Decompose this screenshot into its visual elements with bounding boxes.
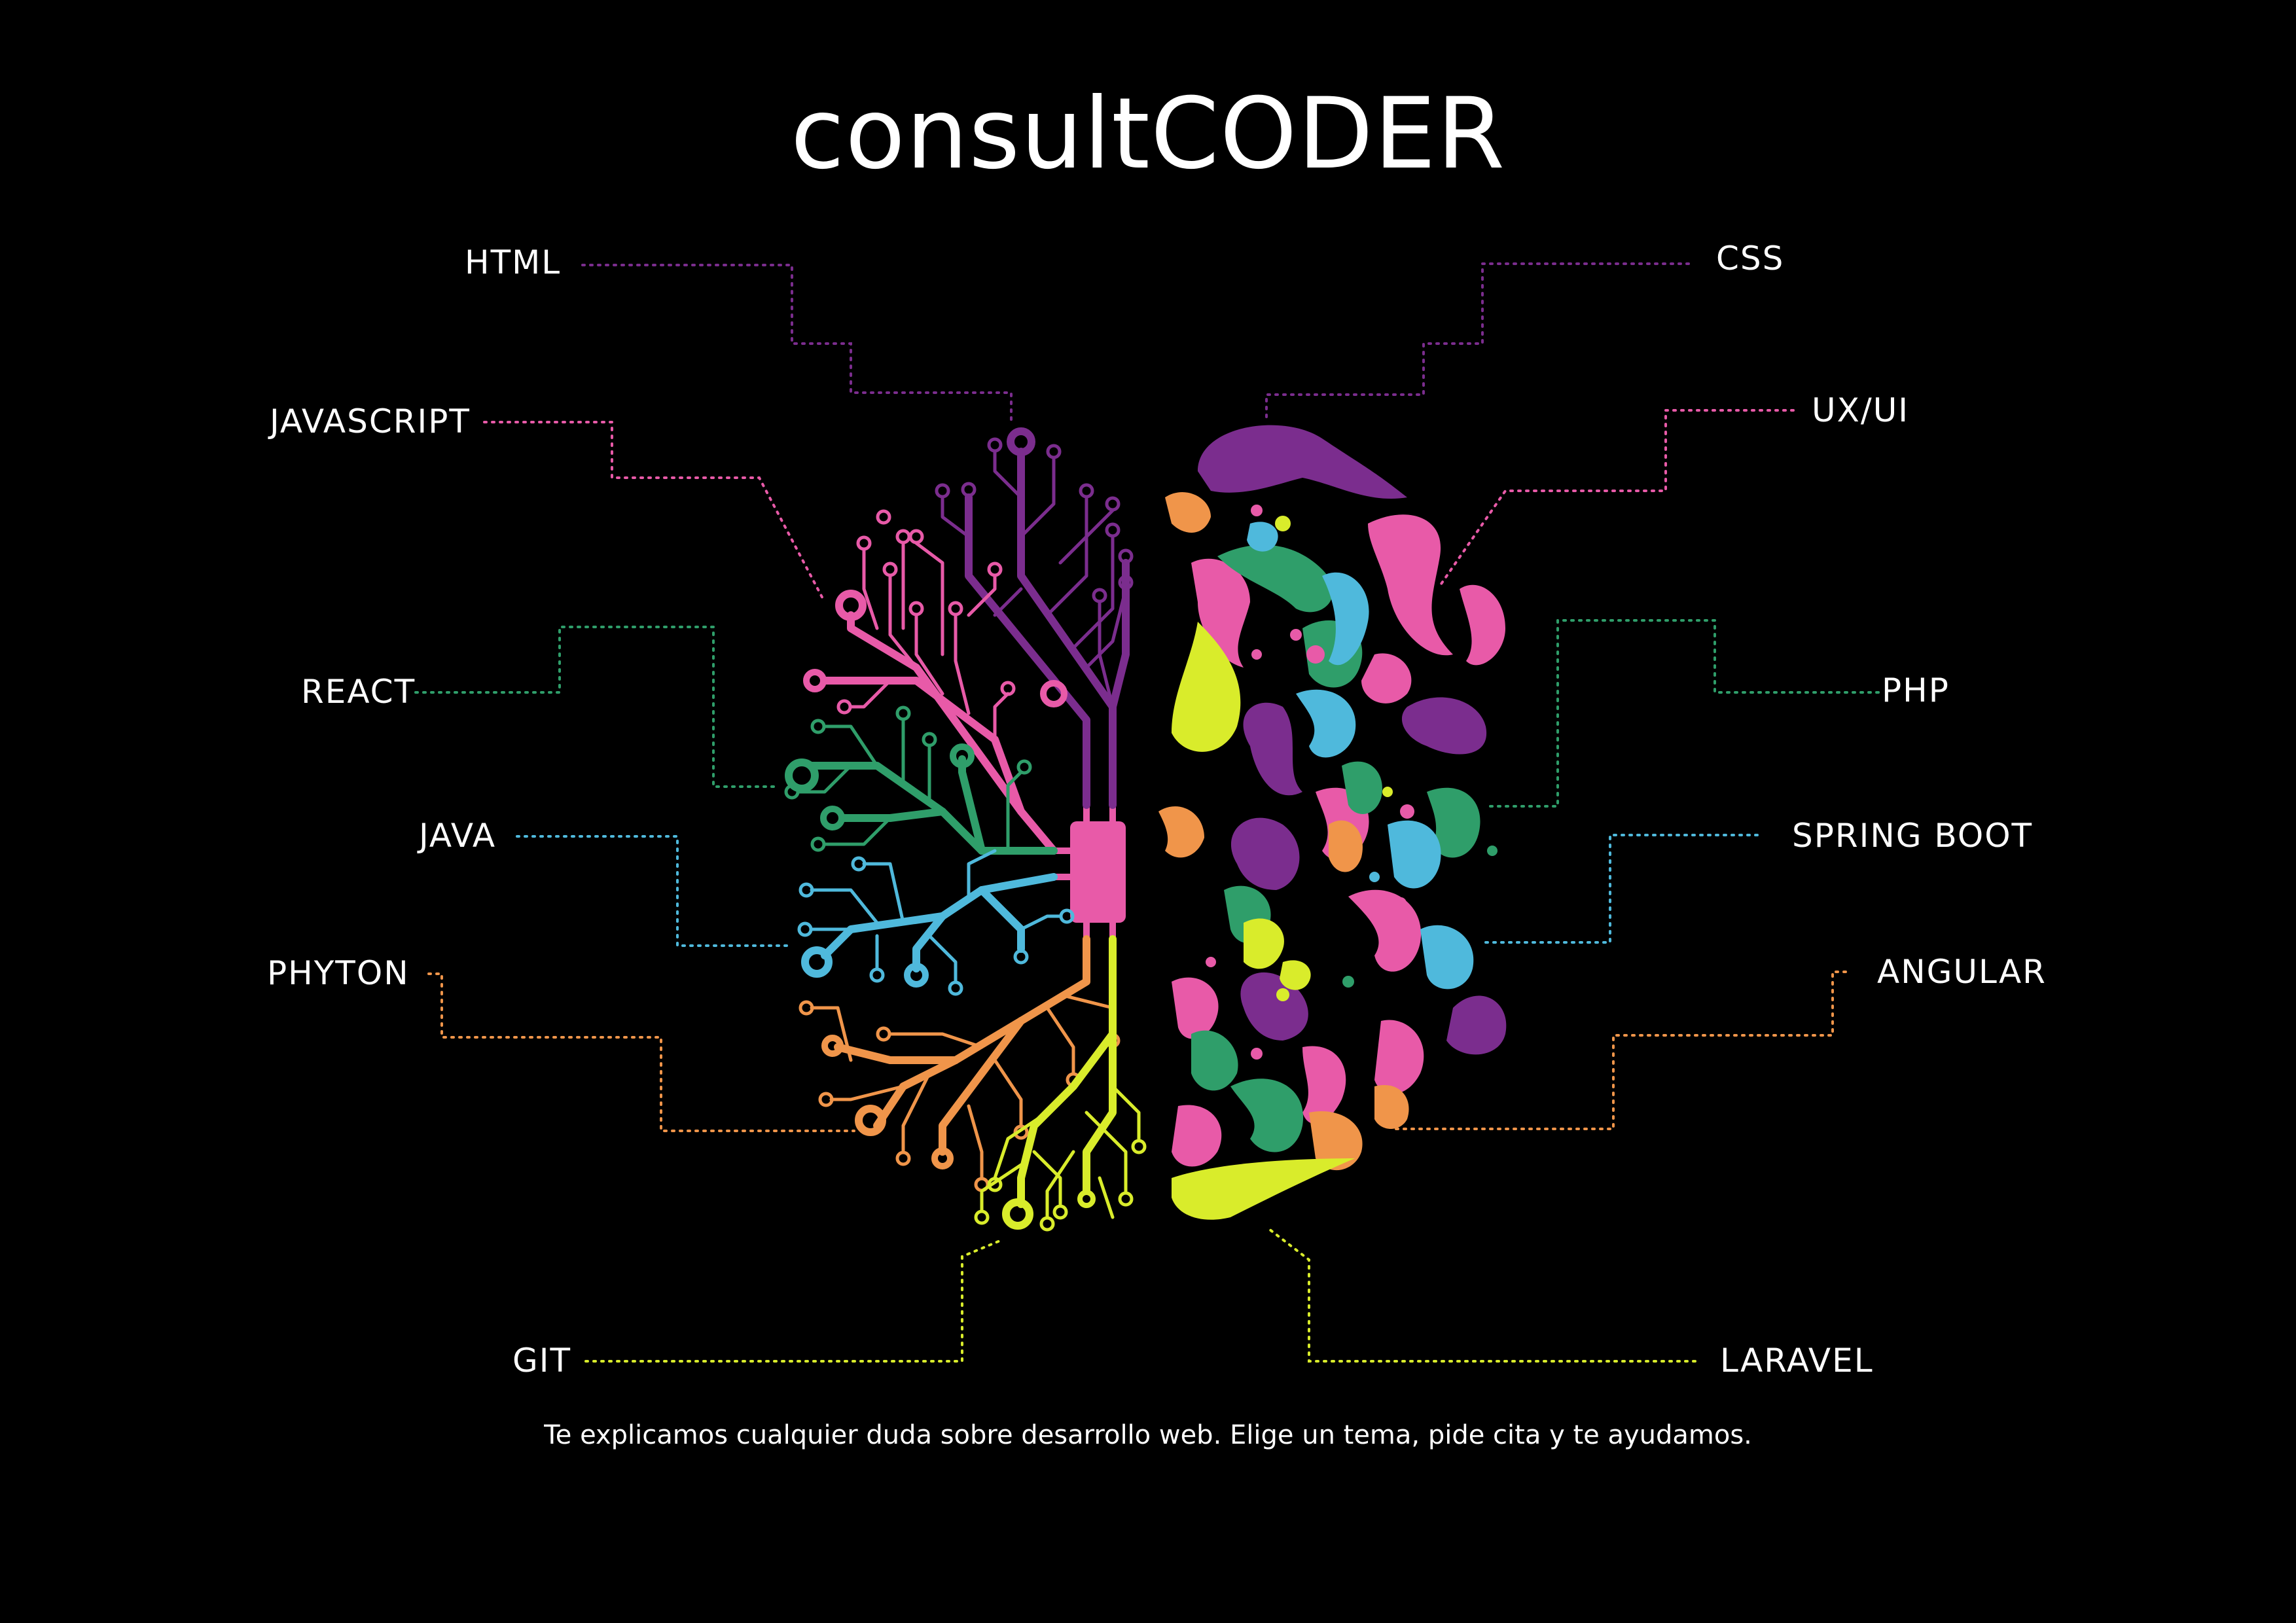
title-upper: CODER bbox=[1150, 77, 1506, 191]
topic-javascript[interactable]: JAVASCRIPT bbox=[270, 402, 471, 440]
connector-lines bbox=[414, 262, 1880, 1363]
connector-uxui bbox=[1439, 409, 1795, 587]
connector-javascript bbox=[483, 421, 826, 603]
circuit-hemisphere bbox=[784, 427, 1147, 1232]
topic-spring-boot[interactable]: SPRING BOOT bbox=[1792, 817, 2034, 855]
topic-react[interactable]: REACT bbox=[301, 673, 416, 711]
connector-laravel bbox=[1265, 1226, 1696, 1363]
connector-react bbox=[414, 626, 780, 788]
cpu-chip-icon bbox=[1070, 821, 1126, 923]
connector-angular bbox=[1393, 971, 1847, 1130]
topic-laravel[interactable]: LARAVEL bbox=[1720, 1342, 1874, 1380]
connector-php bbox=[1484, 619, 1880, 808]
connector-java bbox=[516, 835, 790, 947]
title-lower: consult bbox=[790, 77, 1151, 191]
topic-html[interactable]: HTML bbox=[465, 243, 562, 281]
topic-angular[interactable]: ANGULAR bbox=[1877, 953, 2047, 991]
topic-php[interactable]: PHP bbox=[1882, 671, 1950, 709]
topic-uxui[interactable]: UX/UI bbox=[1812, 391, 1910, 429]
topic-java[interactable]: JAVA bbox=[419, 817, 497, 855]
topic-phyton[interactable]: PHYTON bbox=[267, 954, 410, 992]
connector-css bbox=[1265, 262, 1690, 423]
footer-text: Te explicamos cualquier duda sobre desar… bbox=[544, 1420, 1752, 1450]
connector-phyton bbox=[427, 972, 855, 1132]
connector-git bbox=[584, 1239, 1003, 1363]
page-title: consultCODER bbox=[0, 77, 2296, 191]
connector-spring-boot bbox=[1484, 834, 1759, 944]
topic-css[interactable]: CSS bbox=[1716, 240, 1785, 277]
creative-hemisphere bbox=[1158, 425, 1507, 1220]
connector-html bbox=[581, 264, 1013, 427]
topic-git[interactable]: GIT bbox=[512, 1342, 572, 1380]
